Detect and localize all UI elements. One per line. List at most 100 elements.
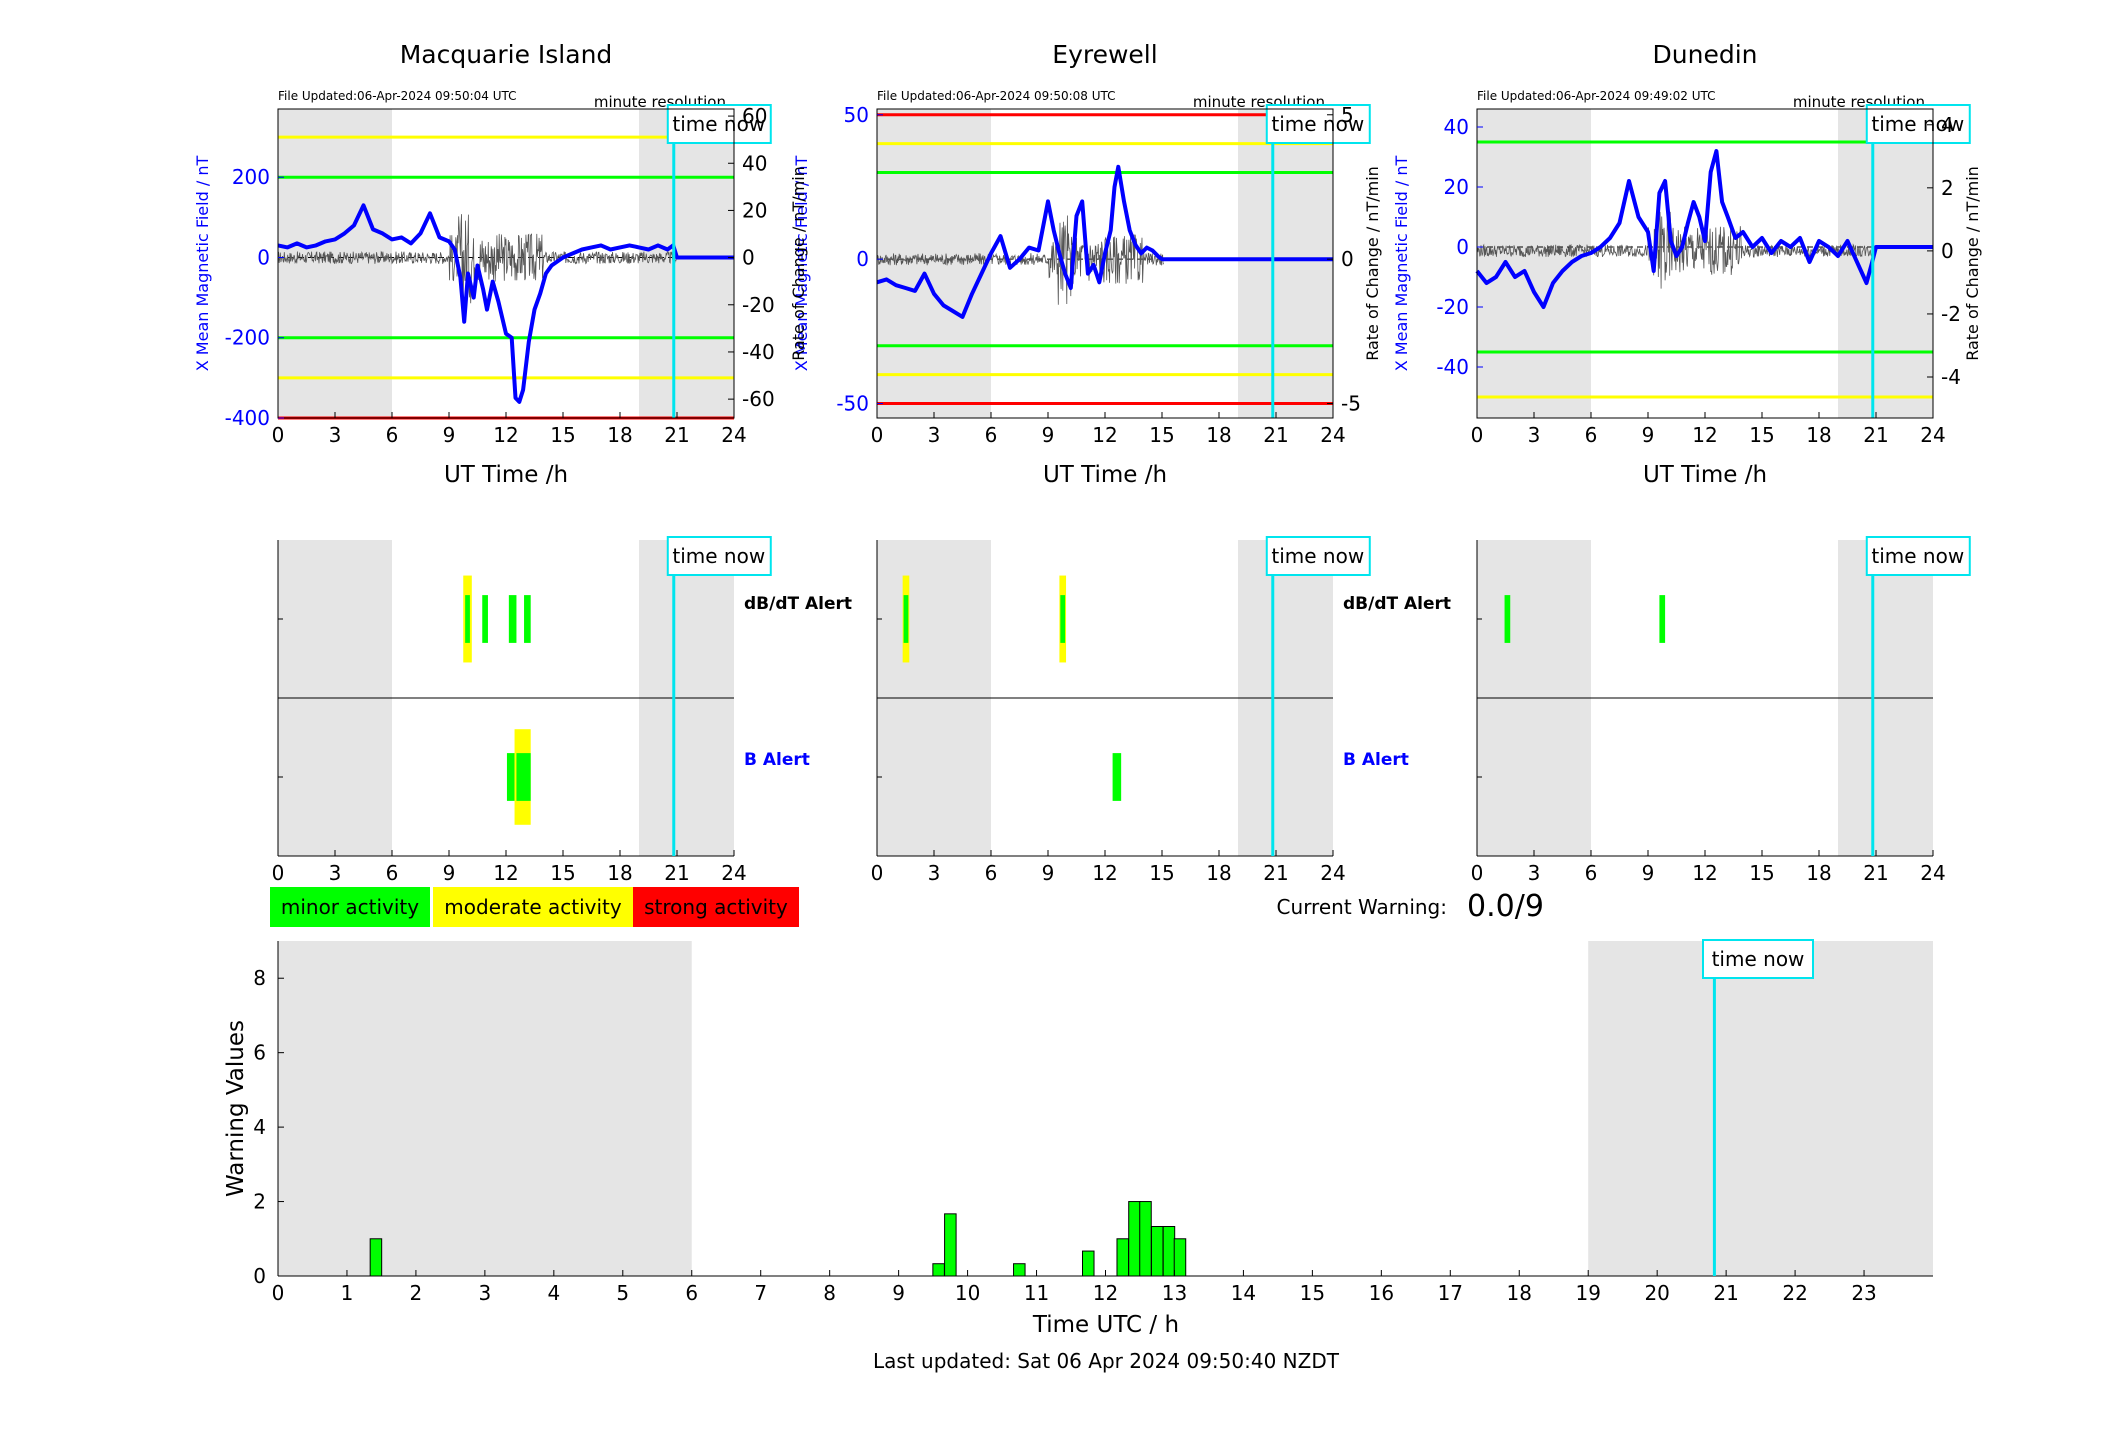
- x-tick-label: 18: [1806, 423, 1831, 447]
- x-tick-label: 12: [1692, 423, 1717, 447]
- alert-block-minor: [1659, 595, 1666, 643]
- x-tick-label: 15: [1749, 423, 1774, 447]
- x-tick-label: 0: [871, 423, 884, 447]
- time-now-box: [666, 104, 772, 144]
- time-now-box: [1865, 104, 1971, 144]
- x-tick-label: 21: [1863, 861, 1888, 885]
- y-axis-left-label: X Mean Magnetic Field / nT: [792, 156, 811, 372]
- right-tick-label: 60: [742, 104, 767, 128]
- x-tick-label: 2: [410, 1281, 423, 1305]
- left-tick-label: -50: [836, 392, 869, 416]
- x-axis-label: UT Time /h: [444, 462, 568, 488]
- x-tick-label: 20: [1644, 1281, 1669, 1305]
- station-title: Eyrewell: [1052, 40, 1157, 69]
- x-tick-label: 24: [1920, 423, 1945, 447]
- x-tick-label: 9: [1642, 861, 1655, 885]
- alert-block-minor: [903, 595, 909, 643]
- warning-bar: [1150, 1225, 1164, 1277]
- y-tick-label: 2: [253, 1190, 266, 1214]
- alert-block-minor: [1112, 753, 1122, 801]
- right-tick-label: -5: [1341, 392, 1361, 416]
- y-tick-label: 8: [253, 966, 266, 990]
- x-tick-label: 0: [272, 1281, 285, 1305]
- alert-block-minor: [524, 595, 531, 643]
- alert-panel-dunedin: time now 0 3 6 9 12 15 18 21 24: [1471, 536, 1971, 885]
- right-tick-label: 0: [1941, 239, 1954, 263]
- x-tick-label: 14: [1231, 1281, 1256, 1305]
- right-tick-label: -40: [742, 340, 775, 364]
- x-tick-label: 3: [329, 861, 342, 885]
- left-tick-label: 200: [232, 165, 270, 189]
- warning-bar: [1116, 1238, 1129, 1277]
- time-now-label: time now: [1871, 112, 1964, 136]
- y-axis-left-label: X Mean Magnetic Field / nT: [1392, 156, 1411, 372]
- file-updated-label: File Updated:06-Apr-2024 09:50:08 UTC: [877, 89, 1116, 103]
- left-tick-label: 0: [1456, 235, 1469, 259]
- warning-bar: [944, 1213, 957, 1277]
- warning-bar: [1162, 1225, 1176, 1277]
- x-tick-label: 3: [1528, 861, 1541, 885]
- x-tick-label: 0: [272, 861, 285, 885]
- x-tick-label: 18: [607, 861, 632, 885]
- x-tick-label: 17: [1438, 1281, 1463, 1305]
- x-tick-label: 24: [721, 861, 746, 885]
- warning-bar: [1173, 1238, 1187, 1277]
- dbdt-alert-label: dB/dT Alert: [744, 594, 852, 614]
- right-tick-label: 5: [1341, 103, 1354, 127]
- left-tick-label: 40: [1444, 115, 1469, 139]
- night-shading: [278, 109, 392, 418]
- x-tick-label: 19: [1575, 1281, 1600, 1305]
- x-tick-label: 9: [1042, 861, 1055, 885]
- alert-block-minor: [508, 595, 517, 643]
- last-updated-footer: Last updated: Sat 06 Apr 2024 09:50:40 N…: [873, 1349, 1340, 1373]
- left-tick-label: 0: [257, 245, 270, 269]
- x-tick-label: 18: [607, 423, 632, 447]
- field-panel-dunedin: Dunedin File Updated:06-Apr-2024 09:49:02…: [1392, 40, 1982, 488]
- x-tick-label: 6: [1585, 861, 1598, 885]
- night-shading: [278, 941, 692, 1276]
- time-now-box: [1265, 104, 1371, 144]
- y-tick-label: 6: [253, 1041, 266, 1065]
- left-tick-label: -400: [225, 406, 270, 430]
- x-tick-label: 21: [1263, 423, 1288, 447]
- x-tick-label: 21: [1713, 1281, 1738, 1305]
- x-tick-label: 24: [1920, 861, 1945, 885]
- left-tick-label: 50: [844, 103, 869, 127]
- alert-block-minor: [1504, 595, 1511, 643]
- x-tick-label: 6: [985, 861, 998, 885]
- x-tick-label: 8: [823, 1281, 836, 1305]
- file-updated-label: File Updated:06-Apr-2024 09:50:04 UTC: [278, 89, 517, 103]
- x-tick-label: 3: [928, 423, 941, 447]
- time-now-box: [1865, 536, 1971, 576]
- field-trace: [277, 203, 734, 404]
- y-axis-right-label: Rate of Change / nT/min: [1963, 166, 1982, 361]
- x-axis-label: UT Time /h: [1043, 462, 1167, 488]
- x-tick-label: 21: [1263, 861, 1288, 885]
- b-alert-label: B Alert: [1343, 750, 1409, 770]
- right-tick-label: 20: [742, 198, 767, 222]
- x-axis-label: UT Time /h: [1643, 462, 1767, 488]
- x-tick-label: 6: [386, 861, 399, 885]
- right-tick-label: 2: [1941, 176, 1954, 200]
- x-tick-label: 1: [341, 1281, 354, 1305]
- x-tick-label: 21: [664, 423, 689, 447]
- right-tick-label: 0: [1341, 247, 1354, 271]
- x-tick-label: 11: [1024, 1281, 1049, 1305]
- x-tick-label: 3: [479, 1281, 492, 1305]
- time-now-box: [1265, 536, 1371, 576]
- x-tick-label: 12: [1692, 861, 1717, 885]
- field-trace: [876, 164, 1333, 319]
- night-shading: [1588, 941, 1933, 1276]
- left-tick-label: -40: [1436, 355, 1469, 379]
- field-panel-eyrewell: Eyrewell File Updated:06-Apr-2024 09:50:0…: [792, 40, 1382, 488]
- b-alert-label: B Alert: [744, 750, 810, 770]
- alert-panel-eyrewell: time now 0 3 6 9 12 15 18 21 24 dB/dT Alert B Alert: [871, 536, 1451, 885]
- night-shading: [1477, 109, 1591, 418]
- x-tick-label: 12: [1093, 1281, 1118, 1305]
- station-title: Macquarie Island: [400, 40, 613, 69]
- time-now-box: [1702, 939, 1814, 979]
- x-tick-label: 18: [1507, 1281, 1532, 1305]
- x-tick-label: 15: [550, 861, 575, 885]
- warning-bar: [932, 1263, 945, 1277]
